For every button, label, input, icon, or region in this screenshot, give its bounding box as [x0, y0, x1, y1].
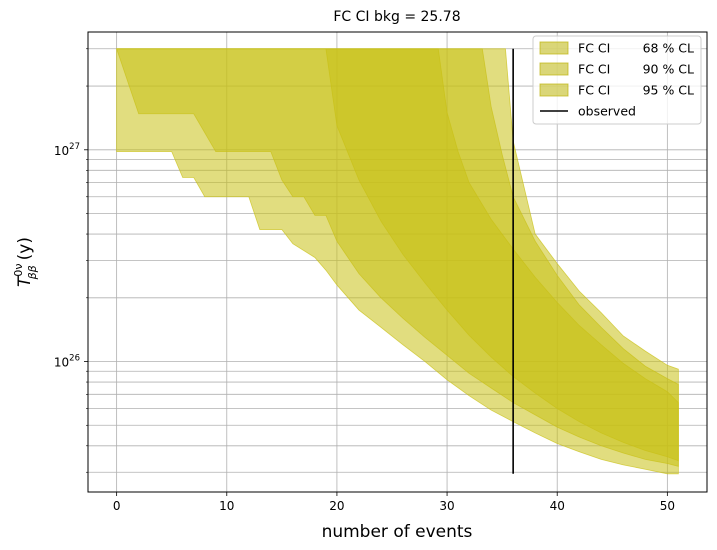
legend-swatch: [539, 62, 569, 76]
legend-cl-label: 68 % CL: [643, 41, 694, 56]
legend-cl-label: 90 % CL: [643, 62, 694, 77]
x-tick-label: 40: [550, 499, 565, 513]
x-tick-label: 50: [660, 499, 675, 513]
x-axis-ticks: 0 10 20 30 40 50: [113, 492, 675, 513]
x-axis-label: number of events: [322, 522, 473, 542]
y-axis-label: T0νββ (y): [12, 237, 39, 287]
legend: FC CI 68 % CL FC CI 90 % CL FC CI 95 % CL obse…: [532, 35, 702, 125]
legend-frame: [532, 35, 702, 125]
x-tick-label: 20: [329, 499, 344, 513]
plot-frame: [87, 31, 708, 493]
x-tick-label: 10: [219, 499, 234, 513]
y-tick-label: 1027: [54, 142, 80, 158]
y-tick-label: 1026: [54, 354, 80, 370]
y-axis-label-unit: (y): [15, 237, 35, 260]
legend-swatch: [539, 83, 569, 97]
chart-title: FC CI bkg = 25.78: [333, 9, 460, 25]
y-axis-label-base: T: [15, 275, 35, 287]
legend-label: FC CI: [578, 83, 610, 98]
legend-swatch: [539, 41, 569, 55]
y-axis-ticks: 1026 1027: [54, 48, 88, 473]
y-axis-label-sup: 0ν: [12, 263, 25, 276]
x-tick-label: 30: [439, 499, 454, 513]
confidence-bands: [116, 48, 679, 475]
legend-label: FC CI: [578, 41, 610, 56]
y-axis-label-sub: ββ: [26, 265, 39, 280]
legend-cl-label: 95 % CL: [643, 83, 694, 98]
legend-label: FC CI: [578, 62, 610, 77]
band-68cl: [116, 48, 679, 462]
legend-label: observed: [578, 104, 636, 119]
x-tick-label: 0: [113, 499, 121, 513]
